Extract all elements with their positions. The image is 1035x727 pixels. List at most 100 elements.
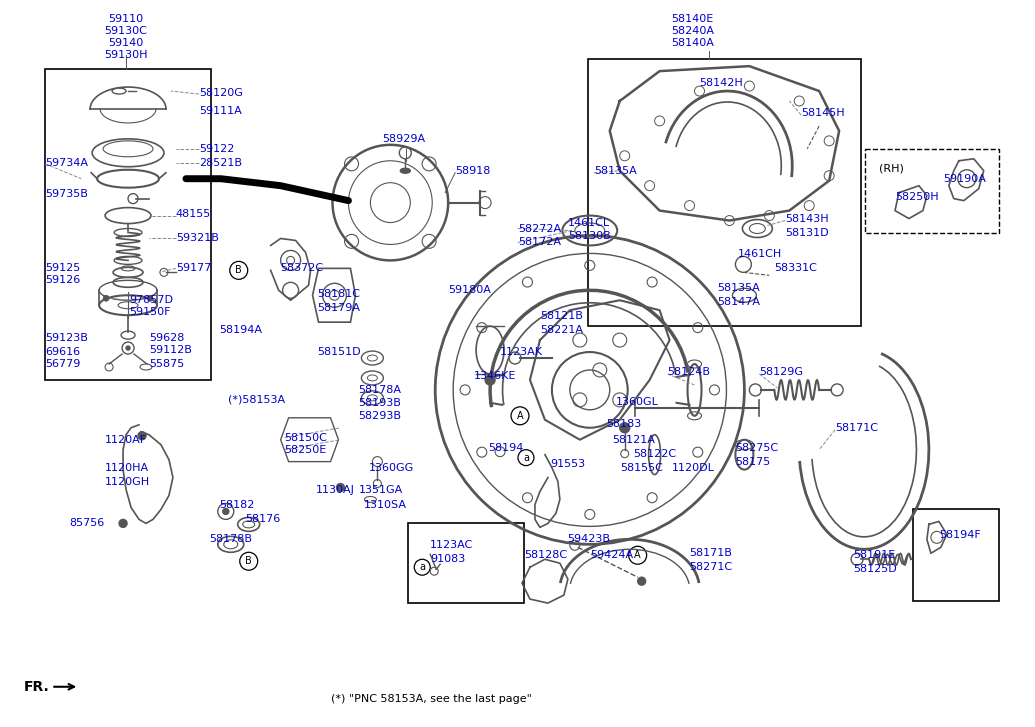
Text: 58125D: 58125D (853, 564, 897, 574)
Text: 58240A: 58240A (672, 26, 714, 36)
Circle shape (628, 546, 647, 564)
Bar (588, 59, 861, 326)
Text: 58178B: 58178B (209, 534, 252, 545)
Text: 58122C: 58122C (633, 449, 677, 459)
Circle shape (138, 432, 146, 440)
Text: 58121A: 58121A (612, 435, 654, 445)
Text: 69616: 69616 (46, 347, 81, 357)
Text: 58929A: 58929A (382, 134, 425, 144)
Ellipse shape (401, 168, 410, 173)
Text: (*) "PNC 58153A, see the last page": (*) "PNC 58153A, see the last page" (330, 694, 531, 704)
Text: 28521B: 28521B (199, 158, 242, 168)
Text: 58250H: 58250H (895, 192, 939, 201)
Circle shape (518, 450, 534, 465)
Text: 1360GL: 1360GL (616, 397, 658, 407)
Text: 59150F: 59150F (129, 308, 171, 317)
Text: 59140: 59140 (109, 39, 144, 48)
Text: 58121B: 58121B (540, 311, 583, 321)
Text: a: a (419, 562, 425, 572)
Text: 58155C: 58155C (620, 462, 662, 473)
Text: (*)58153A: (*)58153A (228, 395, 285, 405)
Text: 91083: 91083 (431, 554, 466, 564)
Text: A: A (634, 550, 641, 561)
Text: 1123AC: 1123AC (431, 540, 473, 550)
Text: B: B (235, 265, 242, 276)
Text: 58272A: 58272A (518, 223, 561, 233)
Text: 58131D: 58131D (786, 228, 829, 238)
Text: 58130B: 58130B (568, 231, 611, 241)
Text: 59111A: 59111A (199, 106, 241, 116)
Text: 58183: 58183 (605, 419, 641, 429)
Text: 58171B: 58171B (689, 548, 733, 558)
Text: 58191E: 58191E (853, 550, 895, 561)
Text: 1461CH: 1461CH (737, 249, 781, 260)
Text: 58147A: 58147A (717, 297, 761, 308)
Text: 59424A: 59424A (590, 550, 633, 561)
Text: 59628: 59628 (149, 333, 184, 343)
Text: 59423B: 59423B (567, 534, 610, 545)
Circle shape (230, 262, 247, 279)
Text: 1120HA: 1120HA (106, 462, 149, 473)
Text: 58176: 58176 (244, 515, 280, 524)
Text: a: a (523, 453, 529, 462)
Text: 58145H: 58145H (801, 108, 845, 118)
Text: 58194A: 58194A (218, 325, 262, 335)
Text: 58250E: 58250E (285, 445, 327, 454)
Text: (RH): (RH) (879, 164, 904, 174)
Circle shape (620, 423, 629, 433)
Text: 1310SA: 1310SA (363, 500, 407, 510)
Text: 91553: 91553 (550, 459, 585, 469)
Text: 58124B: 58124B (668, 367, 711, 377)
Circle shape (128, 193, 138, 204)
Text: 1120DL: 1120DL (672, 462, 714, 473)
Text: 59125: 59125 (46, 263, 81, 273)
Text: 58331C: 58331C (774, 263, 818, 273)
Text: 58128C: 58128C (524, 550, 567, 561)
Bar (913, 510, 999, 601)
Circle shape (122, 342, 134, 354)
Text: 59735B: 59735B (46, 188, 88, 198)
Text: 58120G: 58120G (199, 88, 243, 98)
Text: 58140E: 58140E (672, 15, 714, 24)
Text: 1461CL: 1461CL (568, 217, 610, 228)
Circle shape (336, 483, 345, 491)
Circle shape (414, 559, 431, 575)
Text: 58271C: 58271C (689, 562, 733, 572)
Text: 58150C: 58150C (285, 433, 327, 443)
Text: 55875: 55875 (149, 359, 184, 369)
Bar (46, 69, 211, 380)
Text: 85756: 85756 (69, 518, 105, 529)
Text: 58142H: 58142H (700, 78, 743, 88)
Text: 58293B: 58293B (358, 411, 402, 421)
Text: 58194: 58194 (489, 443, 524, 453)
Text: 1120AF: 1120AF (106, 435, 147, 445)
Text: 59321B: 59321B (176, 233, 218, 244)
Text: 59122: 59122 (199, 144, 234, 154)
Circle shape (160, 268, 168, 276)
Text: 58151D: 58151D (318, 347, 361, 357)
Text: 58135A: 58135A (717, 284, 761, 293)
Circle shape (240, 553, 258, 570)
Text: 59112B: 59112B (149, 345, 191, 355)
Text: 58135A: 58135A (594, 166, 637, 176)
Text: 58372C: 58372C (280, 263, 324, 273)
Text: 58918: 58918 (455, 166, 491, 176)
Text: 59126: 59126 (46, 276, 81, 285)
Text: 56779: 56779 (46, 359, 81, 369)
Text: 58182: 58182 (218, 500, 255, 510)
Circle shape (638, 577, 646, 585)
Text: 58179A: 58179A (318, 303, 360, 313)
Text: 59130C: 59130C (105, 26, 148, 36)
Text: 59190A: 59190A (943, 174, 985, 184)
Text: A: A (516, 411, 524, 421)
Circle shape (106, 363, 113, 371)
Text: 59123B: 59123B (46, 333, 88, 343)
Circle shape (511, 407, 529, 425)
Text: 1351GA: 1351GA (358, 484, 403, 494)
Text: 58175: 58175 (736, 457, 771, 467)
Text: 58275C: 58275C (736, 443, 778, 453)
Circle shape (223, 508, 229, 515)
Text: 1120GH: 1120GH (106, 476, 150, 486)
Text: FR.: FR. (24, 680, 49, 694)
Text: 48155: 48155 (176, 209, 211, 219)
